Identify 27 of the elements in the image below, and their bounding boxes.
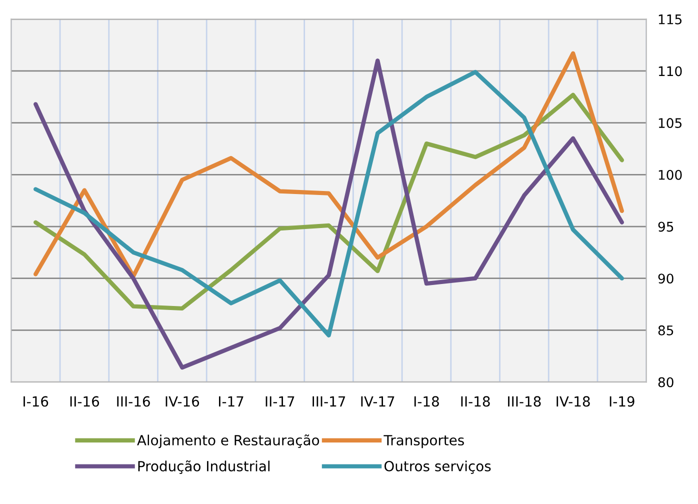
x-tick-label: II-17 — [266, 396, 294, 406]
x-tick-label: III-18 — [508, 396, 541, 407]
y-tick-label: 85 — [658, 325, 674, 336]
x-tick-label: I-19 — [610, 396, 634, 407]
y-tick-label: 95 — [658, 222, 674, 232]
x-tick-label: III-17 — [312, 396, 346, 406]
x-tick-label: I-16 — [24, 396, 48, 407]
y-tick-label: 105 — [658, 118, 682, 128]
y-tick-label: 115 — [658, 14, 682, 24]
x-tick-label: III-16 — [117, 396, 150, 407]
legend-label: Outros serviços — [384, 460, 491, 474]
x-tick-label: IV-18 — [556, 396, 590, 407]
x-tick-label: I-18 — [414, 396, 439, 407]
y-tick-label: 90 — [658, 274, 674, 284]
y-tick-label: 110 — [658, 66, 682, 76]
legend-label: Alojamento e Restauração — [137, 434, 320, 448]
x-tick-label: IV-17 — [361, 396, 394, 406]
y-tick-label: 80 — [658, 377, 674, 388]
line-series — [34, 92, 624, 311]
y-tick-label: 100 — [658, 170, 682, 180]
x-tick-label: II-16 — [70, 396, 100, 407]
line-series — [34, 51, 624, 278]
x-tick-label: I-17 — [219, 396, 244, 406]
legend-label: Transportes — [384, 435, 464, 448]
x-tick-label: IV-16 — [166, 396, 200, 407]
x-tick-label: II-18 — [461, 396, 490, 407]
legend-label: Produção Industrial — [138, 460, 270, 474]
